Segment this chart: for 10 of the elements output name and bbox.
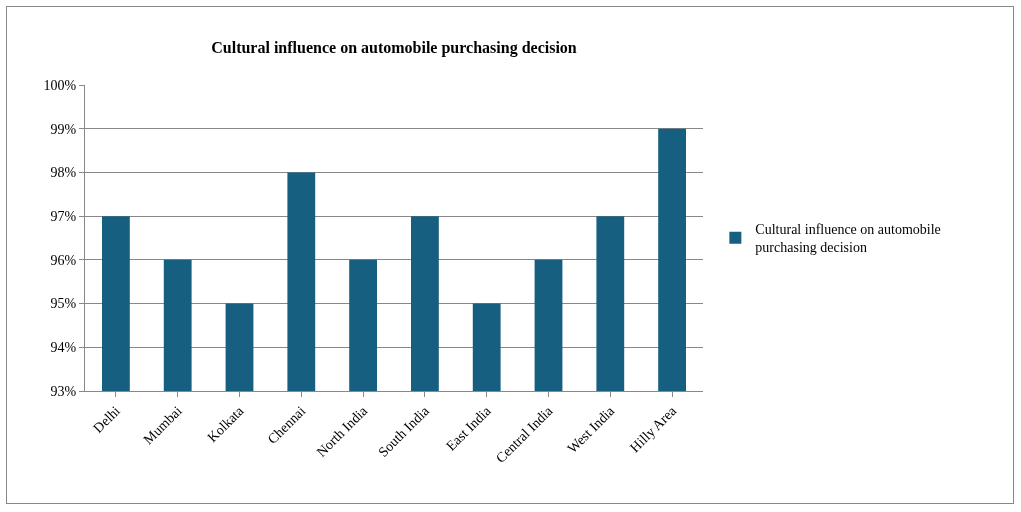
legend-label: Cultural influence on automobile purchasing decision bbox=[755, 222, 941, 256]
y-tick-label: 98% bbox=[50, 165, 77, 181]
y-tick-label: 94% bbox=[50, 340, 77, 356]
y-tick-label: 99% bbox=[50, 121, 77, 137]
y-tick-label: 93% bbox=[50, 383, 77, 399]
y-tick-label: 96% bbox=[50, 252, 77, 268]
chart-title: Cultural influence on automobile purchasing decision bbox=[211, 38, 577, 57]
y-tick-label: 95% bbox=[50, 296, 77, 312]
y-tick-label: 100% bbox=[43, 77, 77, 93]
y-tick-label: 97% bbox=[50, 209, 77, 225]
